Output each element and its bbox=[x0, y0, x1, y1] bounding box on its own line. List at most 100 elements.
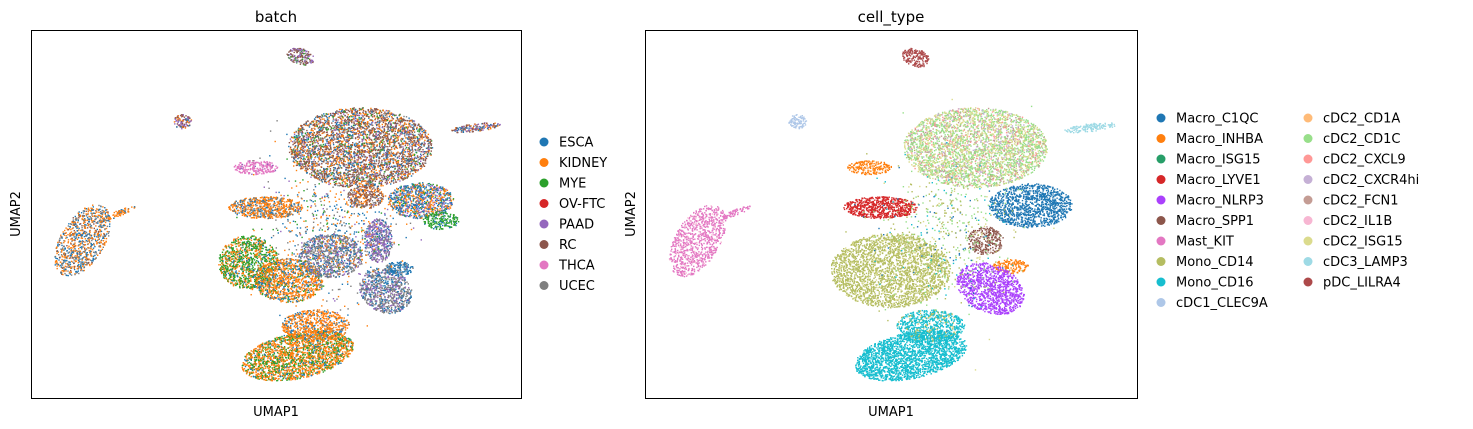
scatter-point bbox=[302, 146, 303, 147]
scatter-point bbox=[375, 173, 376, 174]
scatter-point bbox=[386, 150, 387, 151]
scatter-point bbox=[346, 151, 347, 152]
scatter-point bbox=[254, 167, 255, 168]
scatter-point bbox=[92, 259, 93, 260]
scatter-point bbox=[344, 123, 345, 124]
scatter-point bbox=[341, 110, 342, 111]
scatter-point bbox=[318, 161, 319, 162]
scatter-point bbox=[384, 129, 385, 130]
scatter-point bbox=[83, 233, 84, 234]
scatter-point bbox=[90, 253, 91, 254]
scatter-point bbox=[127, 211, 128, 212]
scatter-point bbox=[403, 143, 404, 144]
scatter-point bbox=[339, 143, 340, 144]
scatter-point bbox=[253, 164, 254, 165]
scatter-point bbox=[331, 157, 332, 158]
scatter-point bbox=[304, 170, 305, 171]
scatter-point bbox=[378, 117, 379, 118]
scatter-point bbox=[336, 161, 337, 162]
scatter-point bbox=[387, 149, 388, 150]
scatter-point bbox=[389, 110, 390, 111]
scatter-point bbox=[382, 169, 383, 170]
scatter-point bbox=[357, 155, 358, 156]
scatter-point bbox=[333, 161, 334, 162]
scatter-point bbox=[303, 129, 304, 130]
scatter-point bbox=[407, 120, 408, 121]
scatter-point bbox=[425, 152, 426, 153]
scatter-point bbox=[76, 235, 77, 236]
scatter-point bbox=[366, 142, 367, 143]
scatter-point bbox=[487, 126, 488, 127]
scatter-point bbox=[117, 214, 118, 215]
scatter-point bbox=[409, 163, 410, 164]
scatter-point bbox=[96, 211, 97, 212]
scatter-point bbox=[86, 211, 87, 212]
scatter-point bbox=[81, 218, 82, 219]
scatter-point bbox=[404, 122, 405, 123]
scatter-point bbox=[416, 136, 417, 137]
scatter-point bbox=[328, 117, 329, 118]
scatter-point bbox=[430, 139, 431, 140]
scatter-point bbox=[303, 53, 304, 54]
scatter-point bbox=[80, 263, 81, 264]
scatter-point bbox=[431, 148, 432, 149]
scatter-point bbox=[257, 162, 258, 163]
scatter-point bbox=[119, 210, 120, 211]
scatter-point bbox=[303, 146, 304, 147]
scatter-point bbox=[397, 140, 398, 141]
scatter-point bbox=[330, 115, 331, 116]
scatter-point bbox=[363, 139, 364, 140]
scatter-point bbox=[186, 119, 187, 120]
scatter-point bbox=[299, 161, 300, 162]
scatter-point bbox=[385, 155, 386, 156]
scatter-point bbox=[347, 183, 348, 184]
scatter-point bbox=[363, 151, 364, 152]
scatter-point bbox=[322, 116, 323, 117]
scatter-point bbox=[389, 166, 390, 167]
scatter-point bbox=[96, 208, 97, 209]
scatter-point bbox=[331, 134, 332, 135]
scatter-point bbox=[349, 155, 350, 156]
scatter-point bbox=[330, 160, 331, 161]
scatter-point bbox=[336, 164, 337, 165]
scatter-point bbox=[110, 217, 111, 218]
scatter-point bbox=[343, 138, 344, 139]
scatter-point bbox=[327, 129, 328, 130]
scatter-point bbox=[311, 130, 312, 131]
scatter-point bbox=[61, 259, 62, 260]
scatter-point bbox=[98, 215, 99, 216]
scatter-point bbox=[309, 55, 310, 56]
scatter-point bbox=[74, 266, 75, 267]
scatter-point bbox=[94, 233, 95, 234]
scatter-point bbox=[297, 49, 298, 50]
scatter-point bbox=[364, 123, 365, 124]
scatter-point bbox=[65, 266, 66, 267]
scatter-point bbox=[395, 160, 396, 161]
scatter-point bbox=[309, 135, 310, 136]
scatter-point bbox=[307, 169, 308, 170]
scatter-point bbox=[404, 169, 405, 170]
scatter-point bbox=[63, 231, 64, 232]
scatter-point bbox=[386, 110, 387, 111]
scatter-point bbox=[300, 51, 301, 52]
scatter-point bbox=[67, 250, 68, 251]
scatter-point bbox=[397, 117, 398, 118]
scatter-point bbox=[324, 127, 325, 128]
scatter-point bbox=[309, 173, 310, 174]
scatter-point bbox=[266, 167, 267, 168]
scatter-point bbox=[382, 124, 383, 125]
scatter-point bbox=[395, 181, 396, 182]
scatter-point bbox=[295, 142, 296, 143]
scatter-point bbox=[100, 213, 101, 214]
scatter-point bbox=[310, 169, 311, 170]
scatter-point bbox=[359, 145, 360, 146]
scatter-point bbox=[351, 111, 352, 112]
scatter-point bbox=[109, 226, 110, 227]
scatter-point bbox=[395, 179, 396, 180]
scatter-point bbox=[309, 148, 310, 149]
scatter-point bbox=[417, 130, 418, 131]
scatter-point bbox=[329, 126, 330, 127]
scatter-point bbox=[339, 133, 340, 134]
scatter-point bbox=[394, 127, 395, 128]
scatter-point bbox=[457, 128, 458, 129]
